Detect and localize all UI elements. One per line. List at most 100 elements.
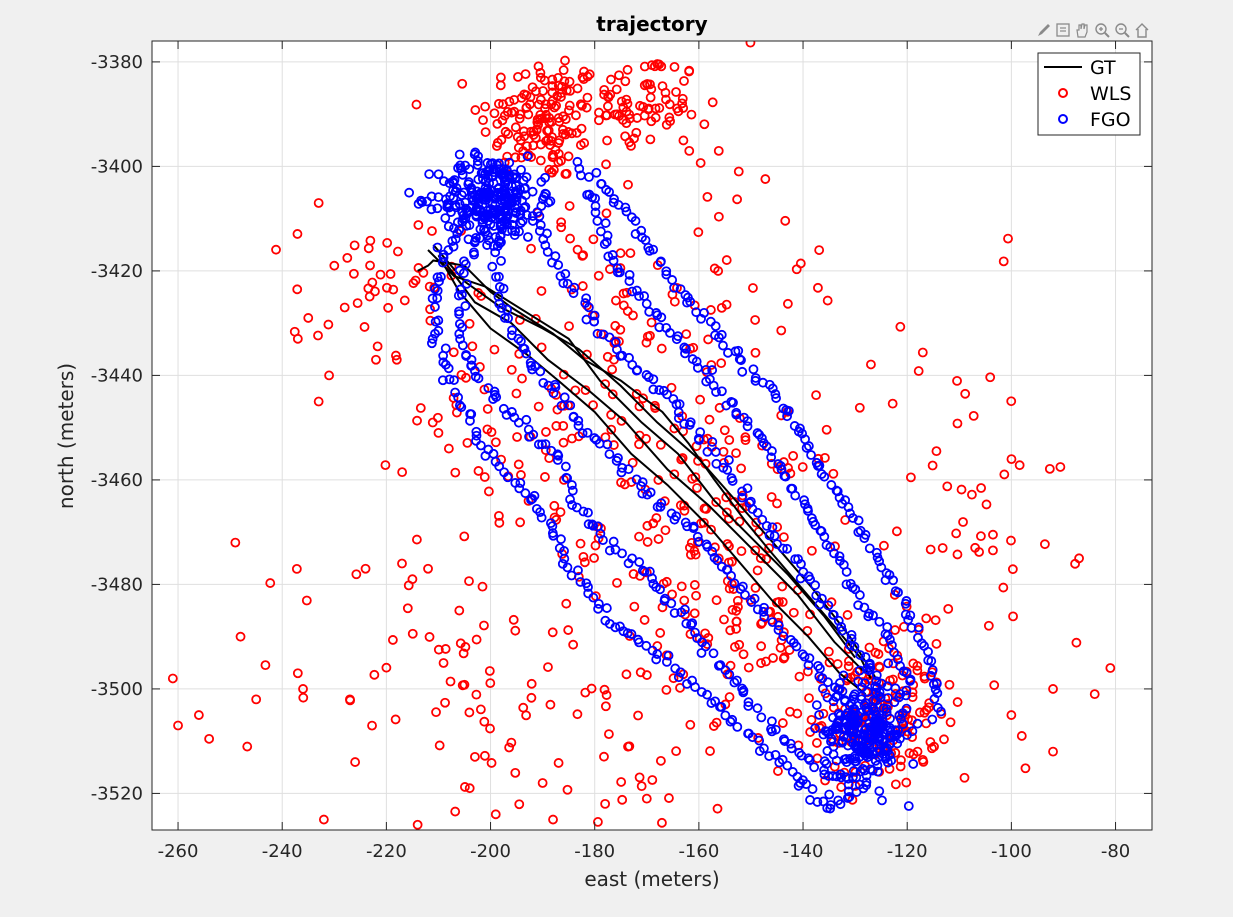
wls-point <box>981 499 992 510</box>
wls-point <box>677 93 688 104</box>
wls-point <box>292 668 303 679</box>
fgo-point <box>537 439 547 450</box>
fgo-point <box>773 625 784 635</box>
fgo-point <box>499 313 510 323</box>
wls-point <box>547 627 558 638</box>
fgo-point <box>494 281 505 292</box>
wls-point <box>605 89 616 100</box>
legend-fgo-marker <box>1058 114 1068 124</box>
fgo-point <box>782 543 792 554</box>
data-tip-icon[interactable] <box>1056 23 1070 37</box>
wls-point <box>621 669 632 680</box>
fgo-point <box>460 301 471 311</box>
wls-point <box>645 134 656 145</box>
wls-point <box>695 394 705 405</box>
fgo-point <box>427 293 438 304</box>
wls-point <box>509 106 520 117</box>
fgo-point <box>485 204 496 214</box>
wls-point <box>602 135 612 146</box>
wls-point <box>601 690 612 700</box>
fgo-point <box>565 400 576 411</box>
wls-point <box>811 738 822 748</box>
wls-point <box>646 60 657 71</box>
fgo-point <box>716 386 727 397</box>
fgo-point <box>471 202 482 213</box>
wls-point <box>600 701 611 712</box>
fgo-point <box>507 325 517 336</box>
fgo-point <box>890 683 901 694</box>
fgo-point <box>559 553 570 564</box>
fgo-point <box>742 483 753 494</box>
wls-point <box>731 605 742 616</box>
zoom-in-icon[interactable] <box>1095 23 1110 38</box>
wls-point <box>504 742 515 753</box>
fgo-point <box>844 640 855 651</box>
fgo-point <box>883 658 894 669</box>
wls-point <box>779 652 790 663</box>
fgo-point <box>552 455 563 465</box>
wls-point <box>1006 454 1017 465</box>
fgo-point <box>573 565 583 576</box>
wls-point <box>611 84 622 95</box>
fgo-point <box>662 389 672 400</box>
fgo-point <box>673 672 684 683</box>
chart-title: trajectory <box>596 12 707 36</box>
wls-point <box>874 661 884 672</box>
wls-point <box>371 354 381 365</box>
wls-point <box>506 364 517 375</box>
fgo-point <box>661 269 672 280</box>
wls-point <box>541 109 552 120</box>
fgo-point <box>716 329 727 340</box>
wls-point <box>535 67 546 78</box>
wls-point <box>660 525 671 536</box>
wls-point <box>673 106 684 117</box>
pan-icon[interactable] <box>1076 23 1088 38</box>
fgo-point <box>716 702 727 712</box>
fgo-point <box>694 435 704 446</box>
fgo-point <box>648 374 659 385</box>
fgo-point <box>621 206 632 217</box>
brush-icon[interactable] <box>1038 24 1050 36</box>
wls-point <box>879 540 889 551</box>
wls-point <box>167 673 178 684</box>
fgo-point <box>495 221 506 232</box>
wls-point <box>600 379 611 389</box>
wls-point <box>548 814 558 825</box>
fgo-point <box>604 449 615 460</box>
wls-point <box>383 302 394 313</box>
wls-point <box>919 671 930 682</box>
wls-point <box>484 666 495 676</box>
fgo-point <box>761 520 772 531</box>
wls-point <box>504 96 515 107</box>
fgo-point <box>538 377 549 388</box>
fgo-point <box>426 191 437 202</box>
wls-point <box>733 166 744 177</box>
fgo-point <box>759 602 769 613</box>
wls-point <box>380 460 391 471</box>
legend[interactable]: GT WLS FGO <box>1037 52 1141 136</box>
wls-point <box>721 255 732 265</box>
wls-point <box>636 781 647 792</box>
wls-point <box>635 100 645 111</box>
wls-point <box>502 106 513 117</box>
wls-point <box>509 94 520 105</box>
zoom-out-icon[interactable] <box>1115 23 1130 38</box>
fgo-point <box>846 629 857 640</box>
wls-point <box>628 310 638 321</box>
wls-point <box>582 92 593 103</box>
home-icon[interactable] <box>1135 23 1149 38</box>
fgo-point <box>491 392 502 402</box>
fgo-point <box>568 288 579 299</box>
fgo-point <box>577 428 588 439</box>
fgo-point <box>455 284 466 295</box>
wls-point <box>329 260 340 271</box>
fgo-point <box>897 708 908 719</box>
fgo-point <box>859 602 870 613</box>
wls-point <box>709 263 720 274</box>
fgo-point <box>463 234 474 245</box>
fgo-point <box>841 772 851 783</box>
wls-point <box>788 607 799 618</box>
wls-point <box>731 448 741 459</box>
fgo-point <box>473 373 484 384</box>
